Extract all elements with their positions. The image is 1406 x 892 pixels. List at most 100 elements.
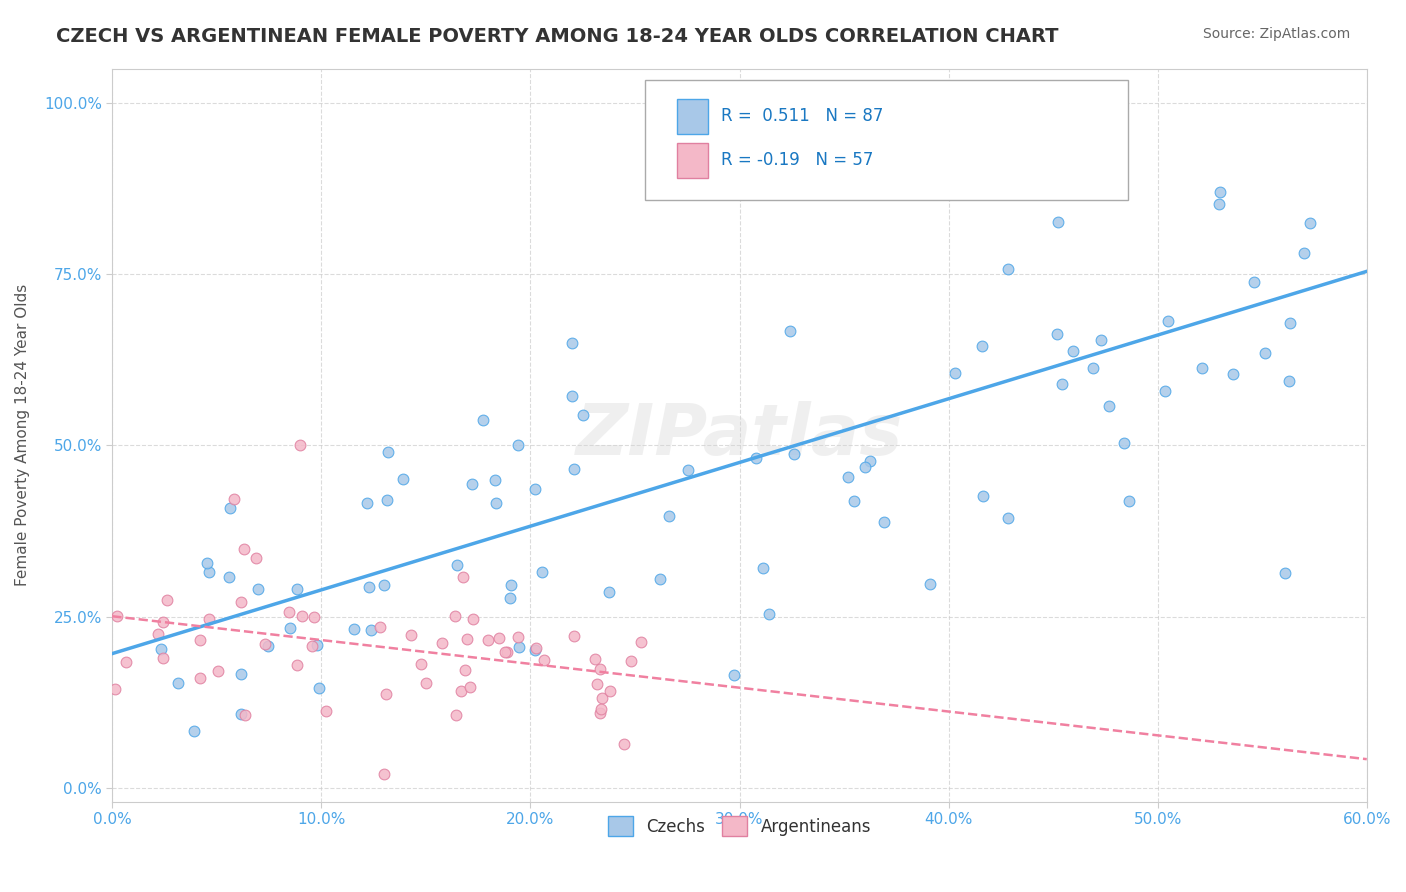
Point [1298,216,1320,230]
Text: ZIPatlas: ZIPatlas [576,401,903,469]
Point [779,324,801,338]
Point [1292,246,1315,260]
Point [1191,361,1213,376]
Point [524,640,547,655]
Point [506,630,529,644]
Point [461,477,484,491]
Point [444,609,467,624]
Point [232,542,254,557]
Point [648,572,671,586]
Point [1254,345,1277,359]
Point [1209,185,1232,199]
Point [152,651,174,665]
Point [943,366,966,380]
Point [508,438,530,452]
Point [291,609,314,624]
Point [844,494,866,508]
Point [783,447,806,461]
Point [523,483,546,497]
Point [630,635,652,649]
Point [1114,436,1136,450]
Point [446,707,468,722]
Point [598,585,620,599]
Point [1222,368,1244,382]
Point [997,262,1019,277]
Point [253,637,276,651]
Point [658,509,681,524]
Point [485,496,508,510]
Point [446,558,468,572]
Point [374,687,396,701]
Point [562,462,585,476]
Point [970,339,993,353]
Point [589,662,612,676]
Point [530,565,553,579]
Point [278,605,301,619]
Point [458,681,481,695]
Point [859,454,882,468]
Point [302,610,325,624]
Point [758,607,780,622]
Point [1157,314,1180,328]
Point [494,645,516,659]
Point [451,570,474,584]
Point [411,657,433,672]
Point [231,595,253,609]
Point [391,472,413,486]
Point [105,609,128,624]
Point [245,551,267,566]
Point [499,591,522,606]
Point [477,632,499,647]
Point [218,570,240,584]
Point [533,653,555,667]
Text: R = -0.19   N = 57: R = -0.19 N = 57 [721,151,873,169]
Bar [676,99,709,135]
Point [508,640,530,655]
Point [229,707,252,722]
Point [360,623,382,637]
Point [484,473,506,487]
Point [918,577,941,591]
Point [375,492,398,507]
Point [104,682,127,697]
Point [373,578,395,592]
Point [997,510,1019,524]
Point [307,638,329,652]
Point [589,706,612,720]
Point [114,656,136,670]
Point [454,663,477,677]
Point [1118,494,1140,508]
Point [524,643,547,657]
Point [561,335,583,350]
Point [285,657,308,672]
Text: R =  0.511   N = 87: R = 0.511 N = 87 [721,107,883,125]
Point [1243,275,1265,289]
Y-axis label: Female Poverty Among 18-24 Year Olds: Female Poverty Among 18-24 Year Olds [15,284,30,586]
Point [1062,343,1084,358]
Point [152,615,174,630]
Point [233,708,256,723]
Point [278,621,301,635]
Point [415,675,437,690]
Point [1046,327,1069,342]
Point [219,500,242,515]
Point [1208,196,1230,211]
Point [450,684,472,698]
Point [620,654,643,668]
Point [723,668,745,682]
Point [562,629,585,643]
Point [917,99,939,113]
Point [149,642,172,657]
Point [589,702,612,716]
Point [1090,333,1112,347]
Point [301,639,323,653]
Point [167,676,190,690]
Point [561,389,583,403]
Point [461,612,484,626]
Point [496,645,519,659]
Point [676,463,699,477]
Point [156,592,179,607]
Point [1274,566,1296,581]
Point [197,612,219,626]
Point [586,676,609,690]
